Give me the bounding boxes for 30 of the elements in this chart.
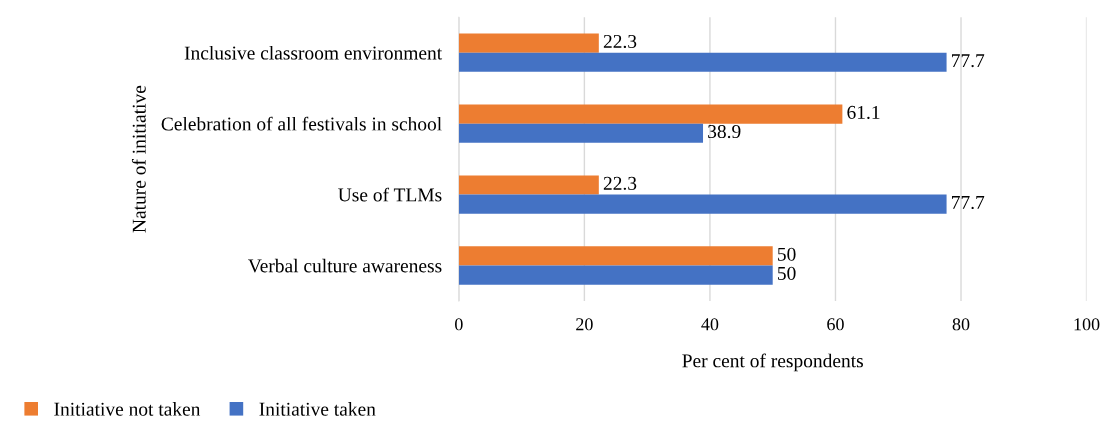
x-tick-label: 80 [952,318,970,331]
bar [458,104,843,124]
x-axis-title: Per cent of respondents [682,353,863,372]
x-tick-label: 0 [455,318,463,331]
x-tick-label: 60 [827,318,844,331]
x-tick-label: 40 [701,318,719,331]
data-label: 50 [778,247,796,261]
data-label: 38.9 [708,124,741,139]
data-label: 22.3 [603,176,637,190]
y-tick-label: Celebration of all festivals in school [161,116,442,131]
bar [458,52,947,72]
y-tick-label: Inclusive classroom environment [184,45,443,60]
x-tick-label: 20 [576,318,593,331]
x-tick-label: 100 [1074,318,1100,331]
bar [458,33,599,53]
bar [458,123,704,143]
data-label: 50 [778,266,796,280]
y-axis-title: Nature of initiative [131,85,146,233]
data-label: 77.7 [952,54,985,68]
legend-label: Initiative taken [259,402,376,416]
data-label: 22.3 [603,34,637,49]
legend-label: Initiative not taken [54,402,201,416]
bar [458,265,773,285]
y-tick-label: Use of TLMs [338,187,442,202]
bar [458,194,947,214]
data-label: 61.1 [847,105,880,119]
bar [458,246,773,266]
y-tick-label: Verbal culture awareness [248,258,442,273]
data-label: 77.7 [952,196,985,210]
bar [458,175,599,195]
